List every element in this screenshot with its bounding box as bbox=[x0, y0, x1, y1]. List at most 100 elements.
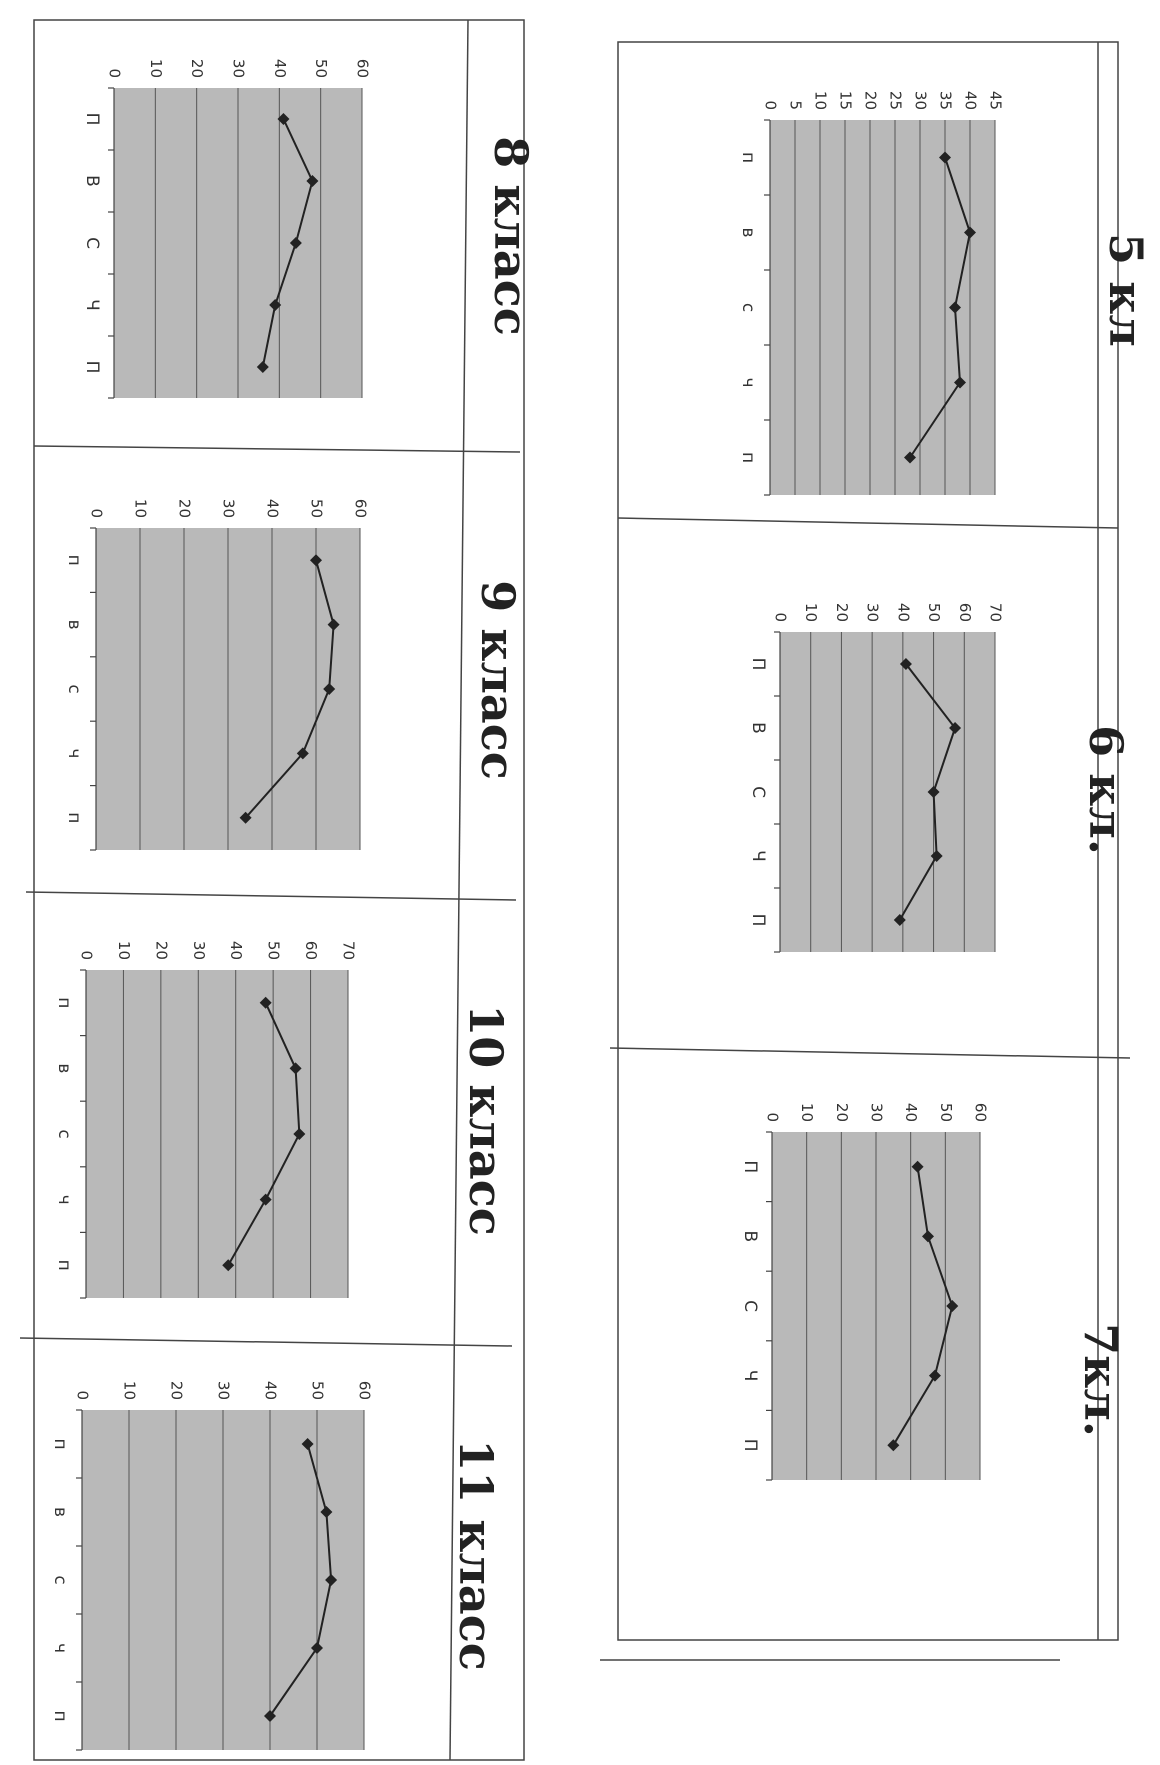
data-point bbox=[893, 914, 906, 926]
category-label: П bbox=[740, 1439, 760, 1452]
data-point bbox=[899, 658, 912, 670]
value-tick-label: 40 bbox=[962, 91, 980, 110]
data-point bbox=[922, 1230, 934, 1243]
value-tick-label: 30 bbox=[190, 941, 208, 960]
chart-1: 5 кл 0 5 10 15 20 25 30 35 40 45 п в с ч п bbox=[738, 91, 1153, 496]
category-label: П bbox=[748, 914, 768, 927]
category-label: п bbox=[738, 452, 758, 463]
value-tick-label: 20 bbox=[152, 941, 170, 960]
value-tick-label: 25 bbox=[887, 91, 905, 110]
data-point bbox=[946, 1300, 959, 1312]
value-tick-label: 10 bbox=[115, 941, 133, 960]
data-point bbox=[239, 811, 252, 824]
data-point bbox=[320, 1506, 333, 1518]
data-point bbox=[911, 1160, 924, 1173]
category-label: В bbox=[82, 175, 102, 187]
category-label: п bbox=[50, 1710, 70, 1721]
category-label: Ч bbox=[748, 850, 768, 862]
row-divider-lower-2 bbox=[25, 891, 517, 901]
category-label: в bbox=[54, 1063, 74, 1073]
chart-title: 10 класс bbox=[459, 1004, 513, 1236]
value-tick-label: 60 bbox=[972, 1103, 990, 1122]
value-tick-label: 0 bbox=[762, 100, 780, 110]
value-tick-label: 50 bbox=[309, 1381, 327, 1400]
category-label: С bbox=[748, 786, 768, 798]
category-label: с bbox=[54, 1129, 74, 1138]
category-label: в bbox=[64, 620, 84, 630]
data-point bbox=[259, 1193, 272, 1206]
chart-title: 7кл. bbox=[1074, 1323, 1128, 1437]
value-tick-label: 0 bbox=[74, 1390, 92, 1400]
chart-title: 8 класс bbox=[484, 136, 538, 336]
category-label: с bbox=[64, 684, 84, 693]
category-label: С bbox=[82, 237, 102, 249]
category-label: В bbox=[740, 1231, 760, 1243]
plot-area bbox=[770, 120, 995, 495]
value-tick-label: 30 bbox=[864, 603, 882, 622]
value-tick-label: 10 bbox=[812, 91, 830, 110]
category-label: П bbox=[82, 113, 102, 126]
value-tick-label: 30 bbox=[215, 1381, 233, 1400]
data-point bbox=[289, 237, 302, 249]
category-label: п bbox=[64, 812, 84, 823]
chart-5: 9 класс 0 10 20 30 40 50 60 п в с ч п bbox=[64, 499, 525, 851]
value-tick-label: 20 bbox=[188, 59, 206, 78]
value-tick-label: 40 bbox=[902, 1103, 920, 1122]
value-tick-label: 40 bbox=[227, 941, 245, 960]
category-label: в bbox=[50, 1507, 70, 1517]
plot-area bbox=[86, 970, 348, 1298]
value-tick-label: 10 bbox=[147, 59, 165, 78]
value-tick-label: 5 bbox=[787, 100, 805, 110]
value-tick-label: 50 bbox=[265, 941, 283, 960]
row-divider-upper-2 bbox=[609, 1047, 1131, 1059]
value-tick-label: 50 bbox=[937, 1103, 955, 1122]
data-point bbox=[310, 554, 322, 567]
value-tick-label: 60 bbox=[956, 603, 974, 622]
category-label: ч bbox=[738, 377, 758, 387]
data-point bbox=[939, 151, 951, 164]
value-tick-label: 70 bbox=[987, 603, 1005, 622]
chart-title: 9 класс bbox=[471, 580, 525, 780]
category-label: ч bbox=[54, 1195, 74, 1205]
category-label: п bbox=[54, 1260, 74, 1271]
chart-4: 8 класс 0 10 20 30 40 50 60 П В С Ч П bbox=[82, 59, 538, 399]
category-label: П bbox=[740, 1160, 760, 1173]
category-label: п bbox=[54, 997, 74, 1008]
value-tick-label: 20 bbox=[862, 91, 880, 110]
category-label: в bbox=[738, 227, 758, 237]
chart-7: 11 класс 0 10 20 30 40 50 60 п в с ч п bbox=[50, 1381, 503, 1751]
value-tick-label: 0 bbox=[78, 950, 96, 960]
table-border-upper bbox=[617, 41, 1119, 1641]
value-tick-label: 50 bbox=[308, 499, 326, 518]
data-point bbox=[311, 1642, 323, 1654]
data-point bbox=[327, 618, 340, 631]
data-point bbox=[949, 722, 962, 734]
chart-title: 5 кл bbox=[1099, 233, 1153, 347]
category-label: В bbox=[748, 722, 768, 734]
value-tick-label: 70 bbox=[340, 941, 358, 960]
value-tick-label: 30 bbox=[220, 499, 238, 518]
category-label: п bbox=[64, 555, 84, 566]
value-tick-label: 20 bbox=[833, 603, 851, 622]
value-tick-label: 20 bbox=[176, 499, 194, 518]
value-tick-label: 10 bbox=[798, 1103, 816, 1122]
data-point bbox=[325, 1574, 338, 1586]
value-tick-label: 35 bbox=[937, 91, 955, 110]
value-tick-label: 60 bbox=[352, 499, 370, 518]
data-point bbox=[949, 301, 961, 314]
chart-2: 6 кл. 0 10 20 30 40 50 60 70 П В С Ч П bbox=[748, 603, 1133, 953]
data-point bbox=[256, 361, 269, 373]
chart-title: 11 класс bbox=[449, 1439, 503, 1671]
category-label: С bbox=[740, 1300, 760, 1312]
category-label: с bbox=[50, 1575, 70, 1584]
category-label: ч bbox=[50, 1643, 70, 1653]
value-tick-label: 10 bbox=[121, 1381, 139, 1400]
value-tick-label: 50 bbox=[925, 603, 943, 622]
value-tick-label: 0 bbox=[88, 508, 106, 518]
value-tick-label: 10 bbox=[802, 603, 820, 622]
value-tick-label: 40 bbox=[894, 603, 912, 622]
category-label: П bbox=[82, 361, 102, 374]
category-label: Ч bbox=[82, 299, 102, 311]
title-column-divider-lower bbox=[449, 19, 469, 1761]
